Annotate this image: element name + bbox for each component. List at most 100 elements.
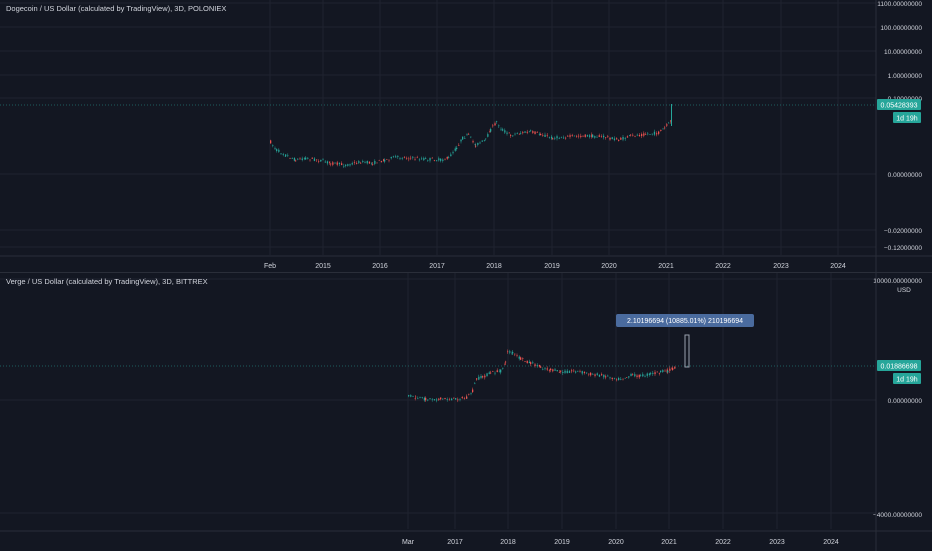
candle-body: [418, 159, 421, 161]
candle-body: [526, 131, 528, 133]
candle-body: [624, 138, 626, 140]
candle-body: [504, 363, 506, 365]
time-axis-tick: 2020: [601, 263, 617, 270]
candle-body: [427, 399, 429, 401]
candle-body: [448, 399, 451, 401]
candle-body: [502, 367, 504, 369]
measure-tooltip-text: 2.10196694 (10885.01%) 210196694: [627, 318, 743, 325]
candle-body: [353, 162, 356, 163]
dogecoin-candles[interactable]: [270, 119, 672, 169]
candle-body: [356, 163, 358, 164]
candle-body: [520, 133, 522, 134]
candle-body: [408, 395, 410, 397]
candle-body: [512, 135, 514, 137]
last-price-label[interactable]: [877, 99, 921, 110]
candle-body: [516, 355, 518, 356]
price-axis-tick: 0.00000000: [888, 172, 923, 179]
price-axis-tick: 100.00000000: [880, 25, 922, 32]
candle-body: [644, 376, 646, 377]
candle-body: [295, 160, 297, 162]
candle-body: [658, 372, 661, 374]
candle-body: [506, 132, 508, 134]
dogecoin-chart-pane[interactable]: 1100.00000000 100.00000000 10.00000000 1.00…: [0, 0, 932, 272]
candle-body: [431, 399, 433, 401]
candle-body: [492, 125, 494, 127]
candle-body: [401, 158, 403, 160]
candle-body: [544, 368, 546, 370]
candle-body: [542, 135, 544, 136]
time-axis-tick: 2023: [773, 263, 789, 270]
candle-body: [548, 137, 551, 138]
candle-body: [291, 158, 293, 159]
candle-body: [386, 159, 388, 160]
candle-body: [660, 370, 662, 372]
verge-legend[interactable]: Verge / US Dollar (calculated by Trading…: [6, 277, 208, 286]
time-axis-tick: 2020: [608, 539, 624, 546]
candle-body: [427, 160, 429, 161]
candle-body: [558, 371, 561, 373]
candle-body: [472, 389, 474, 393]
candle-body: [624, 377, 626, 379]
last-price-label[interactable]: [877, 360, 921, 371]
candle-body: [518, 133, 521, 135]
candle-body: [330, 163, 332, 165]
candle-body: [528, 361, 531, 363]
candle-body: [316, 159, 318, 161]
candle-body: [414, 158, 416, 160]
candle-body: [423, 158, 425, 161]
candle-body: [538, 364, 541, 367]
candle-body: [544, 134, 546, 137]
candle-body: [470, 393, 472, 394]
candle-body: [634, 135, 636, 137]
candle-body: [285, 154, 287, 157]
price-axis-tick: 1100.00000000: [877, 1, 922, 8]
candle-body: [468, 393, 470, 395]
candle-body: [607, 136, 609, 138]
candle-body: [320, 159, 322, 162]
candle-body: [566, 370, 568, 374]
candle-body: [596, 137, 598, 138]
candle-body: [618, 140, 620, 142]
verge-chart[interactable]: 10000.00000000 0.00000000 −4000.00000000 US…: [0, 273, 932, 551]
countdown-text: 1d 19h: [896, 116, 918, 123]
measure-range-bar[interactable]: [684, 334, 690, 368]
candle-body: [664, 370, 666, 372]
candle-body: [362, 161, 364, 163]
candle-body: [483, 140, 486, 141]
candle-body: [669, 368, 671, 371]
candle-body: [421, 397, 423, 398]
candle-body: [632, 134, 634, 136]
time-axis-tick: 2021: [658, 263, 674, 270]
candle-body: [502, 129, 504, 131]
candle-body: [484, 375, 486, 378]
measure-tooltip[interactable]: [616, 314, 754, 327]
candle-body: [586, 135, 589, 137]
candle-body: [518, 356, 520, 359]
candle-body: [372, 164, 374, 165]
dogecoin-chart[interactable]: 1100.00000000 100.00000000 10.00000000 1.00…: [0, 0, 932, 272]
candle-body: [560, 137, 563, 139]
candle-body: [442, 159, 444, 161]
time-axis-tick: 2021: [661, 539, 677, 546]
candle-body: [638, 134, 641, 137]
verge-candles[interactable]: [408, 349, 676, 403]
candle-body: [440, 158, 442, 161]
candle-body: [666, 124, 668, 126]
candle-body: [594, 136, 596, 138]
candle-body: [408, 158, 410, 160]
candle-body: [395, 156, 397, 158]
candle-body: [638, 374, 640, 378]
candle-body: [652, 372, 654, 374]
candle-body: [524, 361, 526, 362]
candle-body: [455, 398, 457, 400]
currency-label: USD: [897, 287, 911, 294]
candle-body: [383, 159, 385, 161]
candle-body: [305, 157, 307, 160]
dogecoin-legend[interactable]: Dogecoin / US Dollar (calculated by Trad…: [6, 4, 227, 13]
candle-body: [558, 138, 560, 139]
verge-chart-pane[interactable]: 10000.00000000 0.00000000 −4000.00000000 US…: [0, 272, 932, 551]
candle-body: [526, 360, 528, 364]
candle-body: [520, 357, 522, 360]
candle-body: [433, 160, 436, 161]
candle-body: [384, 159, 386, 162]
